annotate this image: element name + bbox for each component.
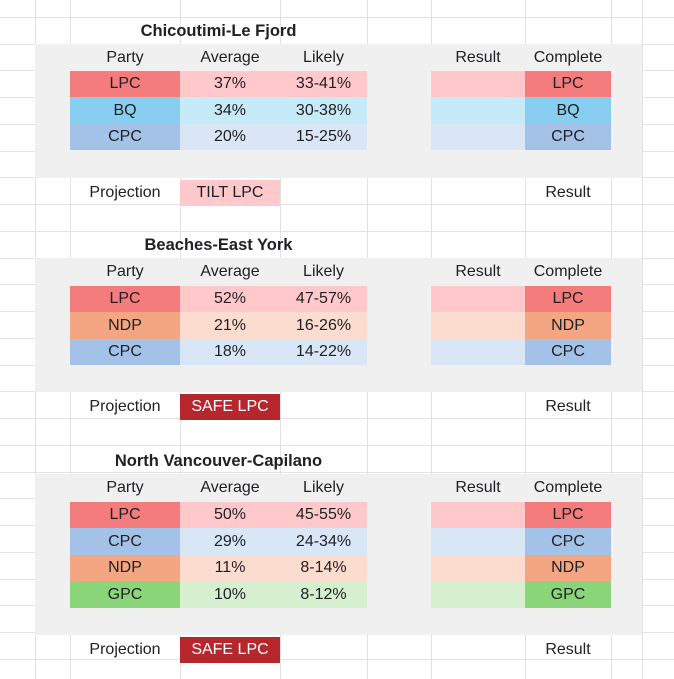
riding-title: North Vancouver-Capilano [114,452,323,470]
result-cell[interactable] [431,312,525,339]
header-party: Party [106,479,144,496]
party-cell[interactable]: NDP [70,555,180,581]
average-cell[interactable]: 20% [180,124,280,150]
complete-cell[interactable]: LPC [525,71,611,97]
header-complete: Complete [533,49,603,66]
riding-title: Beaches-East York [144,236,293,254]
likely-cell[interactable]: 8-14% [280,555,367,581]
likely-cell[interactable]: 14-22% [280,339,367,365]
header-likely: Likely [303,479,344,496]
party-cell[interactable]: CPC [70,339,180,365]
likely-cell[interactable]: 15-25% [280,124,367,150]
result-cell[interactable] [431,581,525,608]
average-cell[interactable]: 29% [180,528,280,555]
likely-cell[interactable]: 45-55% [280,502,367,528]
projection-badge[interactable]: SAFE LPC [180,394,280,420]
result-cell[interactable] [431,124,525,150]
result-label: Result [545,398,591,415]
average-cell[interactable]: 52% [180,286,280,312]
likely-cell[interactable]: 16-26% [280,312,367,339]
average-cell[interactable]: 37% [180,71,280,97]
result-label: Result [545,641,591,658]
header-complete: Complete [533,479,603,496]
party-cell[interactable]: NDP [70,312,180,339]
complete-cell[interactable]: BQ [525,97,611,124]
average-cell[interactable]: 11% [180,555,280,581]
average-cell[interactable]: 18% [180,339,280,365]
likely-cell[interactable]: 30-38% [280,97,367,124]
party-cell[interactable]: GPC [70,581,180,608]
complete-cell[interactable]: NDP [525,312,611,339]
projection-label: Projection [89,184,161,201]
party-cell[interactable]: LPC [70,71,180,97]
average-cell[interactable]: 50% [180,502,280,528]
header-average: Average [200,49,260,66]
result-cell[interactable] [431,97,525,124]
result-cell[interactable] [431,528,525,555]
header-average: Average [200,263,260,280]
result-cell[interactable] [431,71,525,97]
result-cell[interactable] [431,286,525,312]
complete-cell[interactable]: LPC [525,286,611,312]
projection-label: Projection [89,398,161,415]
average-cell[interactable]: 10% [180,581,280,608]
average-cell[interactable]: 21% [180,312,280,339]
result-cell[interactable] [431,502,525,528]
projection-label: Projection [89,641,161,658]
party-cell[interactable]: CPC [70,124,180,150]
complete-cell[interactable]: GPC [525,581,611,608]
likely-cell[interactable]: 24-34% [280,528,367,555]
header-result: Result [455,49,501,66]
complete-cell[interactable]: CPC [525,528,611,555]
complete-cell[interactable]: CPC [525,124,611,150]
likely-cell[interactable]: 8-12% [280,581,367,608]
party-cell[interactable]: BQ [70,97,180,124]
complete-cell[interactable]: NDP [525,555,611,581]
projection-badge[interactable]: SAFE LPC [180,637,280,663]
projection-badge[interactable]: TILT LPC [180,180,280,206]
party-cell[interactable]: LPC [70,502,180,528]
result-cell[interactable] [431,555,525,581]
header-result: Result [455,479,501,496]
result-cell[interactable] [431,339,525,365]
likely-cell[interactable]: 47-57% [280,286,367,312]
grid-row-line [0,445,674,446]
average-cell[interactable]: 34% [180,97,280,124]
header-result: Result [455,263,501,280]
header-party: Party [106,49,144,66]
likely-cell[interactable]: 33-41% [280,71,367,97]
complete-cell[interactable]: LPC [525,502,611,528]
result-label: Result [545,184,591,201]
grid-column-line [642,0,643,679]
header-party: Party [106,263,144,280]
header-complete: Complete [533,263,603,280]
header-likely: Likely [303,263,344,280]
riding-title: Chicoutimi-Le Fjord [140,22,297,40]
party-cell[interactable]: CPC [70,528,180,555]
header-likely: Likely [303,49,344,66]
complete-cell[interactable]: CPC [525,339,611,365]
header-average: Average [200,479,260,496]
party-cell[interactable]: LPC [70,286,180,312]
